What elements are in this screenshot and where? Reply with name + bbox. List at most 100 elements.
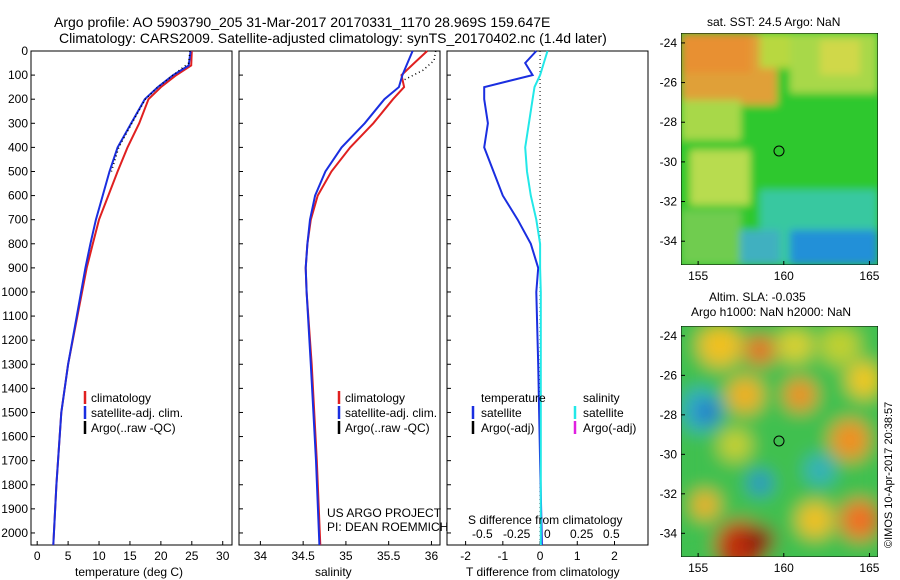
legend-label-sal-argo: Argo(-adj) [583,421,636,435]
salinity-axis-label: salinity [315,565,352,579]
lon-tick-label: 160 [774,561,794,575]
difference-axis-label: T difference from climatology [466,565,620,579]
x-tick-label: 30 [216,549,230,563]
sst-map-title: sat. SST: 24.5 Argo: NaN [707,15,840,29]
x-tick-label: 15 [123,549,137,563]
y-tick-label: 800 [8,237,28,251]
s-tick-label: 0 [544,527,551,541]
figure-title-line2: Climatology: CARS2009. Satellite-adjuste… [59,30,607,46]
s-tick-label: 0.25 [570,527,594,541]
x-tick-label: 34 [254,549,268,563]
s-tick-label: -0.25 [503,527,531,541]
legend-label-temp-satellite: satellite [481,406,522,420]
lat-tick-label: -30 [660,155,678,169]
y-tick-label: 0 [21,44,28,58]
lat-tick-label: -24 [660,36,678,50]
difference-series [483,50,549,546]
x-tick-label: 1 [574,549,581,563]
lon-tick-label: 155 [688,561,708,575]
y-tick-label: 1700 [1,454,28,468]
sla-heatmap [681,326,878,557]
lon-tick-label: 165 [859,561,879,575]
lat-tick-label: -26 [660,76,678,90]
temperature-plot-frame [30,50,233,546]
salinity-legend: climatology satellite-adj. clim. Argo(..… [337,391,437,435]
difference-axis-ticks: -2 -1 0 1 2 [460,541,618,563]
series-line [483,50,543,546]
s-difference-title: S difference from climatology [468,513,623,527]
sst-heatmap [681,33,878,265]
x-tick-label: 35 [339,549,353,563]
series-line [403,50,437,81]
legend-label-argo: Argo(..raw -QC) [91,421,176,435]
y-tick-label: 1400 [1,381,28,395]
legend-label-satellite: satellite-adj. clim. [91,406,183,420]
sal-legend-label-argo: Argo(..raw -QC) [345,421,430,435]
x-tick-label: 10 [92,549,106,563]
s-tick-label: 0.5 [603,527,620,541]
x-tick-label: 0 [34,549,41,563]
series-line [110,50,191,172]
lat-tick-label: -34 [660,526,678,540]
lat-tick-label: -34 [660,234,678,248]
y-tick-label: 1500 [1,405,28,419]
y-tick-label: 1600 [1,430,28,444]
series-line [52,50,193,546]
temperature-legend: climatology satellite-adj. clim. Argo(..… [83,391,183,435]
lat-tick-label: -28 [660,408,678,422]
salinity-series [304,50,437,546]
argo-location-marker-sla [773,435,785,447]
y-tick-label: 1000 [1,285,28,299]
x-tick-label: 36 [425,549,439,563]
legend-label-sal-satellite: satellite [583,406,624,420]
s-difference-ticks: -0.5 -0.25 0 0.25 0.5 [472,527,620,541]
sst-map-panel: sat. SST: 24.5 Argo: NaN 155 160 165 -24 -26… [660,15,880,283]
x-tick-label: 35.5 [377,549,401,563]
y-tick-label: 600 [8,189,28,203]
legend-label-temp-argo: Argo(-adj) [481,421,534,435]
temperature-panel: 0100200300400500600700800900100011001200… [1,44,233,579]
legend-label-climatology: climatology [91,391,151,405]
y-tick-label: 500 [8,164,28,178]
x-tick-label: -1 [497,549,508,563]
lat-tick-label: -32 [660,195,678,209]
legend-title-temperature: temperature [481,391,546,405]
y-tick-label: 100 [8,68,28,82]
lat-tick-label: -26 [660,368,678,382]
y-tick-label: 200 [8,92,28,106]
depth-axis-ticks: 0 100 200 300 400 500 600 700 800 900 1000 1100 1200… [1,44,35,540]
x-tick-label: 34.5 [291,549,315,563]
difference-plot-frame [446,50,649,546]
x-tick-label: -2 [460,549,471,563]
series-line [304,50,428,546]
y-tick-label: 1900 [1,502,28,516]
difference-depth-ticks [447,50,451,534]
lon-tick-label: 165 [859,269,879,283]
lon-tick-label: 155 [688,269,708,283]
x-tick-label: 5 [65,549,72,563]
temperature-axis-label: temperature (deg C) [75,565,183,579]
x-tick-label: 0 [537,549,544,563]
argo-location-marker [773,145,785,157]
lat-tick-label: -32 [660,487,678,501]
sla-map-title: Altim. SLA: -0.035 [709,290,806,304]
y-tick-label: 1300 [1,357,28,371]
x-tick-label: 2 [611,549,618,563]
salinity-axis-ticks: 34 34.5 35 35.5 36 [254,541,439,563]
salinity-depth-ticks [239,50,243,534]
difference-legend: temperature salinity satellite Argo(-adj… [471,391,636,435]
figure-title-line1: Argo profile: AO 5903790_205 31-Mar-2017… [54,14,550,30]
x-tick-label: 20 [154,549,168,563]
temperature-axis-ticks: 0 5 10 15 20 25 30 [34,541,230,563]
project-label: US ARGO PROJECT [327,506,442,520]
y-tick-label: 900 [8,261,28,275]
salinity-panel: 34 34.5 35 35.5 36 salinity climatology sate… [238,50,448,579]
sal-legend-label-satellite: satellite-adj. clim. [345,406,437,420]
lon-tick-label: 160 [774,269,794,283]
sla-map-axis-ticks: 155 160 165 -24 -26 -28 -30 -32 -34 [660,329,880,575]
s-tick-label: -0.5 [472,527,493,541]
copyright-label: ©IMOS 10-Apr-2017 20:38:57 [883,402,895,548]
series-line [52,50,192,546]
sla-map-panel: Altim. SLA: -0.035 Argo h1000: NaN h2000… [660,290,880,575]
